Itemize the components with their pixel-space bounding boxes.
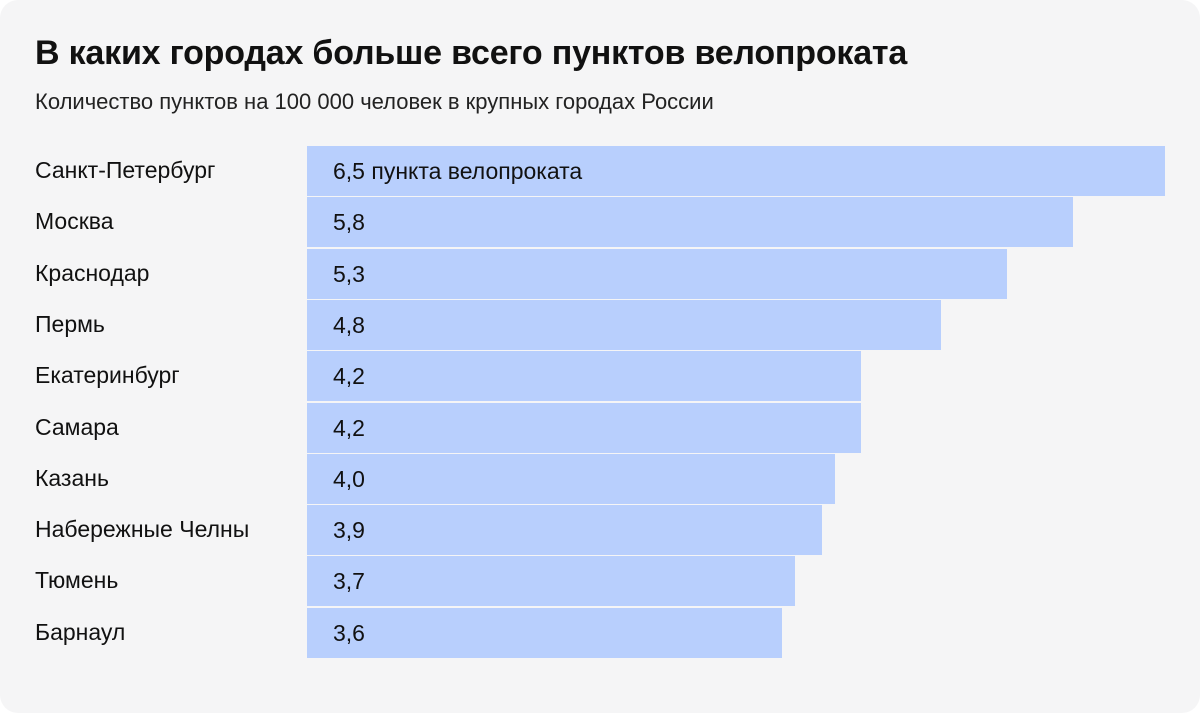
bar bbox=[307, 299, 941, 350]
bar bbox=[307, 607, 783, 658]
bar-value-label: 3,9 bbox=[333, 517, 365, 544]
bar-value-label: 4,2 bbox=[333, 363, 365, 390]
bar-value-label: 5,8 bbox=[333, 209, 365, 236]
category-label: Санкт-Петербург bbox=[35, 157, 216, 183]
category-label: Самара bbox=[35, 413, 119, 440]
bar-value-label: 3,6 bbox=[333, 619, 365, 646]
bar-value-label: 4,2 bbox=[333, 414, 365, 441]
bar-value-label: 4,8 bbox=[333, 311, 365, 338]
category-label: Пермь bbox=[35, 310, 105, 337]
bar bbox=[307, 197, 1073, 248]
bar-value-label: 5,3 bbox=[333, 260, 365, 287]
category-label: Казань bbox=[35, 464, 109, 491]
bar bbox=[307, 505, 822, 556]
category-label: Тюмень bbox=[35, 567, 119, 594]
category-label: Москва bbox=[35, 208, 114, 235]
bar-value-label: 4,0 bbox=[333, 465, 365, 492]
bar-value-label: 3,7 bbox=[333, 568, 365, 595]
bar bbox=[307, 248, 1007, 299]
bar bbox=[307, 146, 1165, 196]
category-label: Набережные Челны bbox=[35, 516, 250, 543]
chart-subtitle: Количество пунктов на 100 000 человек в … bbox=[35, 89, 714, 114]
bar bbox=[307, 402, 862, 453]
category-label: Краснодар bbox=[35, 259, 150, 286]
chart-title: В каких городах больше всего пунктов вел… bbox=[35, 34, 908, 72]
bar bbox=[307, 453, 835, 504]
category-label: Барнаул bbox=[35, 618, 126, 645]
bar bbox=[307, 351, 862, 402]
category-label: Екатеринбург bbox=[35, 362, 180, 389]
bar-value-label: 6,5 пункта велопроката bbox=[333, 158, 583, 184]
bar bbox=[307, 556, 796, 607]
